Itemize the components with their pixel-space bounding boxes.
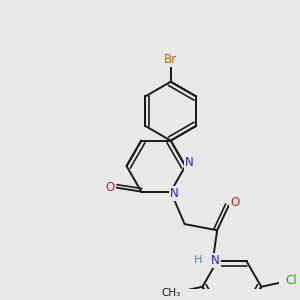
Text: Cl: Cl (285, 274, 296, 287)
Text: N: N (211, 254, 220, 267)
Text: H: H (194, 256, 202, 266)
Text: N: N (185, 157, 194, 169)
Text: N: N (170, 188, 179, 200)
Text: O: O (230, 196, 240, 209)
Text: Br: Br (164, 53, 177, 66)
Text: CH₃: CH₃ (161, 288, 180, 298)
Text: O: O (106, 181, 115, 194)
